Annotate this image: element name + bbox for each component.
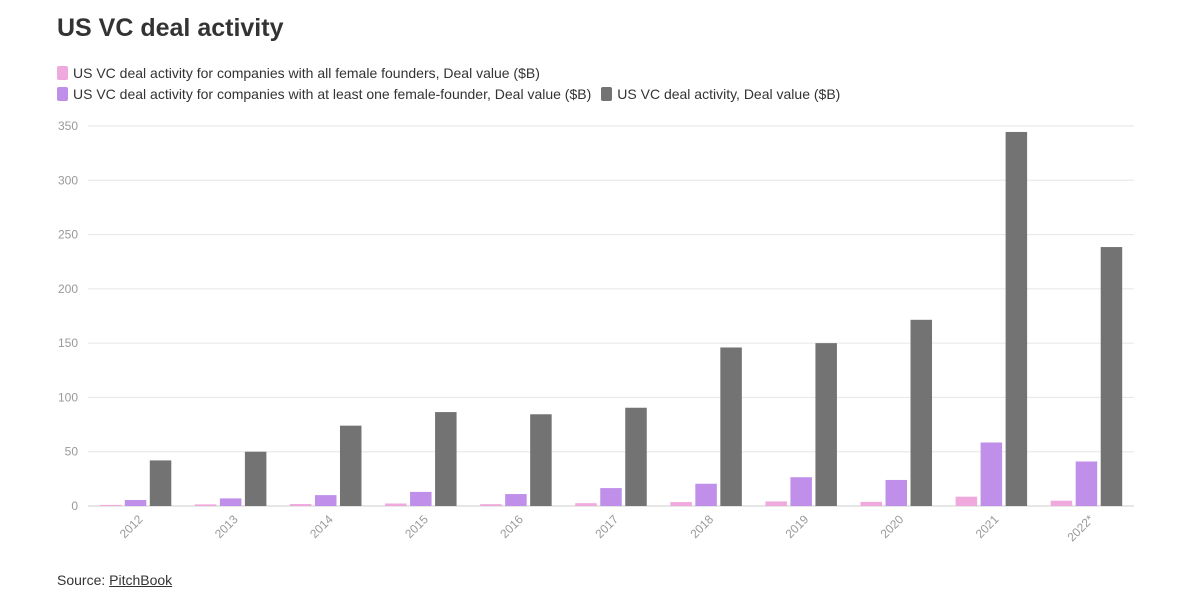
source-note: Source: PitchBook bbox=[57, 572, 172, 588]
x-tick-label: 2018 bbox=[687, 512, 716, 541]
bar-all-female[interactable] bbox=[289, 504, 312, 506]
bar-all-female[interactable] bbox=[955, 496, 978, 506]
bar-total[interactable] bbox=[720, 347, 742, 506]
y-tick-label: 100 bbox=[58, 390, 78, 404]
bar-all-female[interactable] bbox=[99, 504, 122, 506]
legend-swatch-all-female bbox=[57, 66, 68, 80]
bar-total[interactable] bbox=[1005, 131, 1028, 506]
x-tick-label: 2013 bbox=[212, 512, 241, 541]
x-tick-label: 2022* bbox=[1064, 512, 1096, 544]
bar-all-female[interactable] bbox=[670, 502, 692, 506]
x-tick-label: 2019 bbox=[783, 512, 812, 541]
chart-title: US VC deal activity bbox=[57, 14, 284, 42]
bar-all-female[interactable] bbox=[860, 501, 883, 506]
legend-item-total[interactable]: US VC deal activity, Deal value ($B) bbox=[601, 86, 840, 102]
bar-one-female[interactable] bbox=[790, 477, 812, 506]
legend-row-2: US VC deal activity for companies with a… bbox=[57, 84, 1157, 104]
x-tick-label: 2012 bbox=[117, 512, 146, 541]
bar-total[interactable] bbox=[244, 451, 267, 506]
x-tick-label: 2020 bbox=[878, 512, 907, 541]
bar-all-female[interactable] bbox=[575, 503, 597, 506]
legend-item-all-female[interactable]: US VC deal activity for companies with a… bbox=[57, 65, 540, 81]
source-label: Source: bbox=[57, 572, 110, 588]
bar-one-female[interactable] bbox=[695, 483, 717, 506]
bar-one-female[interactable] bbox=[885, 479, 908, 506]
bar-all-female[interactable] bbox=[194, 504, 217, 506]
y-tick-label: 200 bbox=[58, 282, 78, 296]
y-tick-label: 300 bbox=[58, 173, 78, 187]
legend-label-one-female: US VC deal activity for companies with a… bbox=[73, 86, 592, 102]
bar-all-female[interactable] bbox=[1050, 500, 1073, 506]
bar-total[interactable] bbox=[1100, 247, 1123, 507]
bar-one-female[interactable] bbox=[1075, 461, 1098, 506]
y-tick-label: 50 bbox=[65, 445, 79, 459]
bar-one-female[interactable] bbox=[505, 494, 527, 506]
x-tick-label: 2017 bbox=[592, 512, 621, 541]
bar-total[interactable] bbox=[625, 407, 647, 506]
bar-all-female[interactable] bbox=[480, 504, 502, 506]
x-tick-label: 2014 bbox=[307, 512, 336, 541]
bar-all-female[interactable] bbox=[765, 501, 787, 506]
bar-total[interactable] bbox=[149, 460, 172, 506]
legend: US VC deal activity for companies with a… bbox=[57, 63, 1157, 105]
legend-label-all-female: US VC deal activity for companies with a… bbox=[73, 65, 540, 81]
y-tick-label: 350 bbox=[58, 119, 78, 133]
bar-one-female[interactable] bbox=[219, 498, 242, 506]
source-link[interactable]: PitchBook bbox=[109, 572, 173, 588]
legend-swatch-one-female bbox=[57, 87, 68, 101]
legend-swatch-total bbox=[601, 87, 613, 101]
x-tick-label: 2016 bbox=[497, 512, 526, 541]
x-tick-label: 2015 bbox=[402, 512, 431, 541]
y-tick-label: 250 bbox=[58, 228, 78, 242]
y-tick-label: 0 bbox=[71, 499, 78, 513]
legend-row-1: US VC deal activity for companies with a… bbox=[57, 63, 1157, 83]
legend-label-total: US VC deal activity, Deal value ($B) bbox=[617, 86, 841, 102]
bar-one-female[interactable] bbox=[124, 500, 147, 506]
bar-total[interactable] bbox=[435, 412, 457, 506]
bar-one-female[interactable] bbox=[410, 491, 432, 506]
bar-total[interactable] bbox=[339, 425, 362, 506]
bar-total[interactable] bbox=[530, 414, 552, 506]
bar-all-female[interactable] bbox=[385, 503, 407, 506]
bar-total[interactable] bbox=[815, 343, 837, 506]
y-tick-label: 150 bbox=[58, 336, 78, 350]
bar-one-female[interactable] bbox=[980, 442, 1003, 506]
bar-total[interactable] bbox=[910, 319, 933, 506]
bar-one-female[interactable] bbox=[600, 488, 622, 506]
x-tick-label: 2021 bbox=[973, 512, 1002, 541]
bar-one-female[interactable] bbox=[314, 495, 337, 506]
legend-item-one-female[interactable]: US VC deal activity for companies with a… bbox=[57, 86, 591, 102]
